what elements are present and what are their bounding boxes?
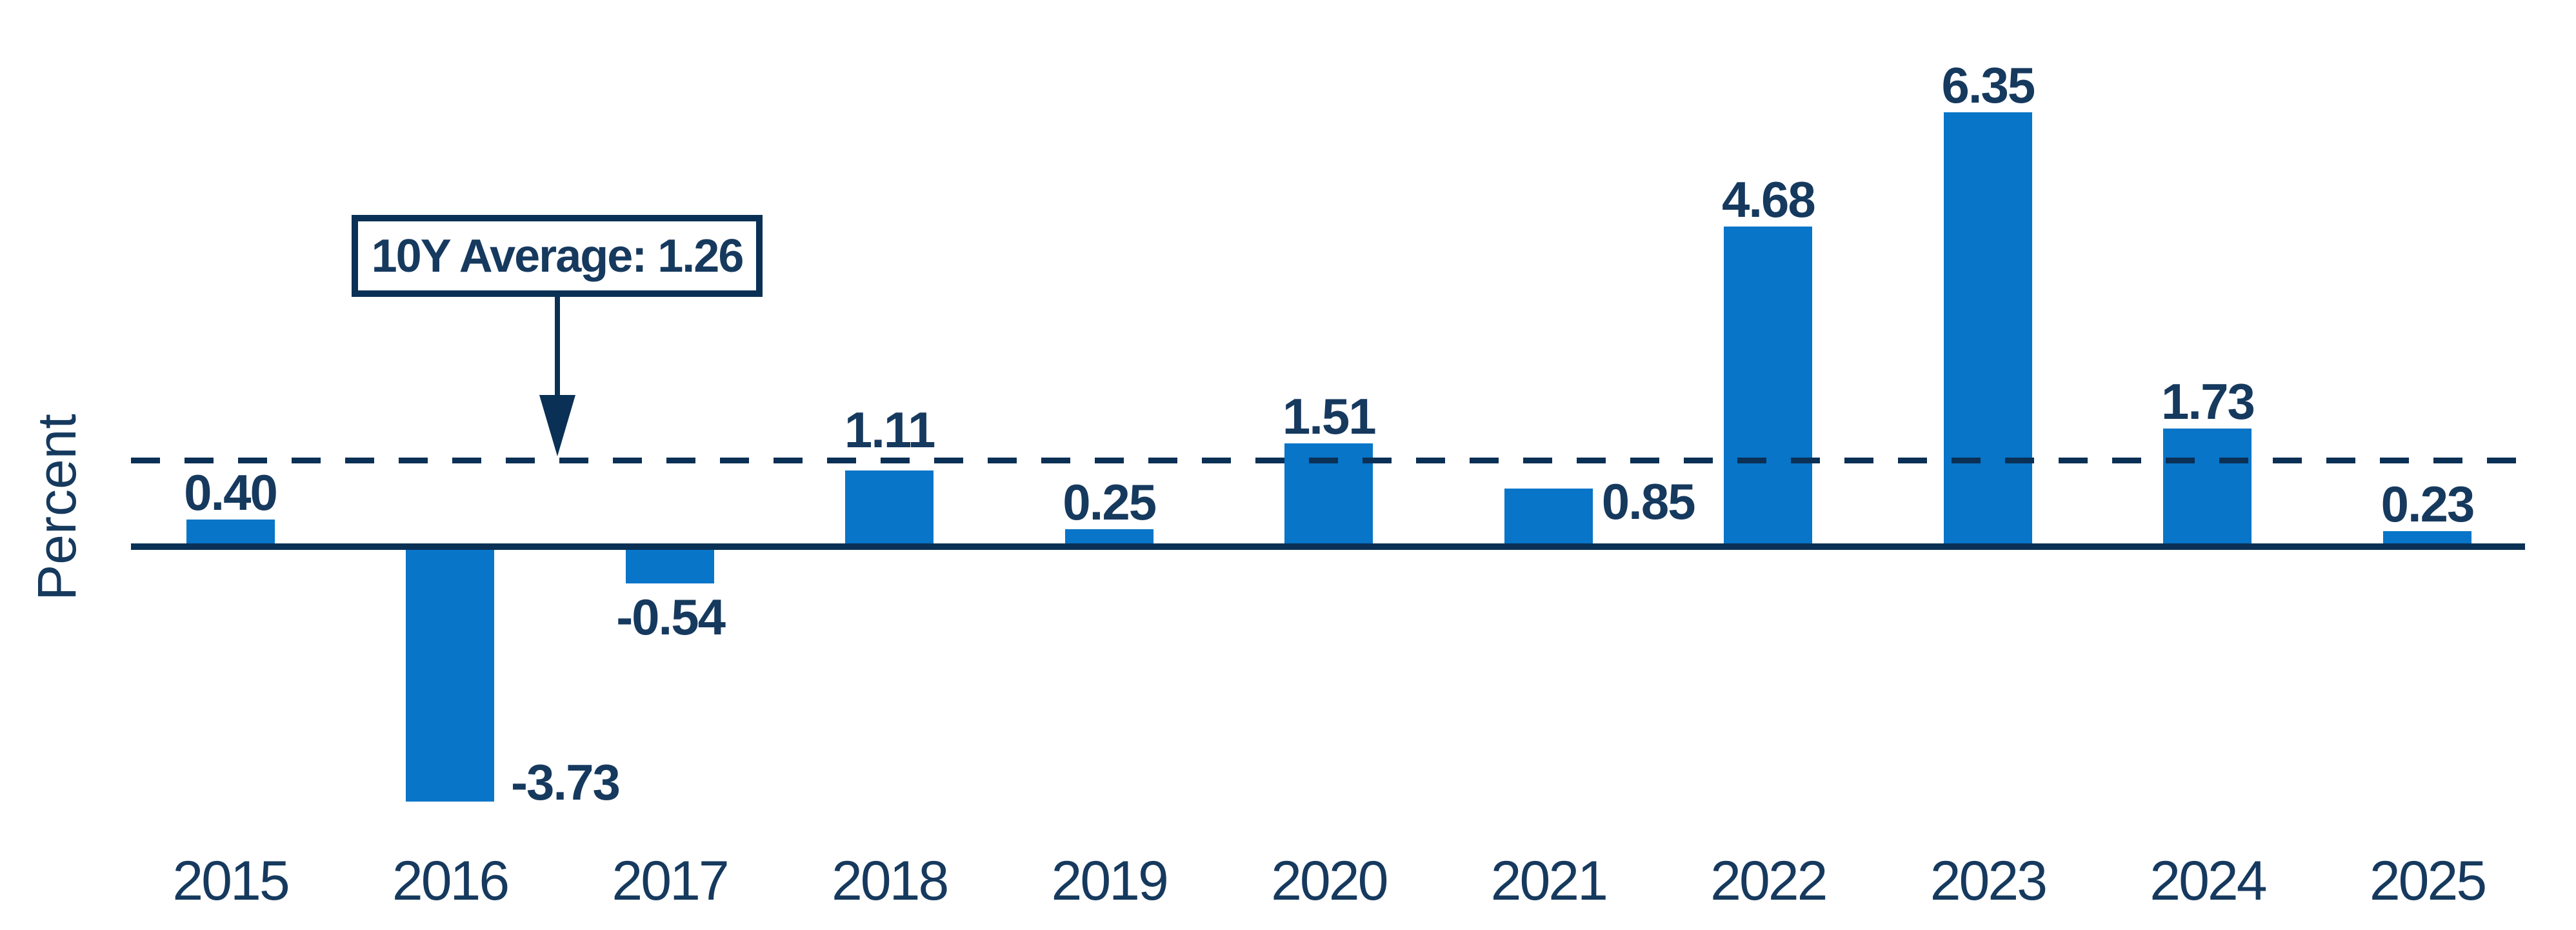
x-tick-label-2016: 2016 bbox=[392, 850, 510, 912]
x-tick-label-2025: 2025 bbox=[2369, 850, 2487, 912]
value-label-2020: 1.51 bbox=[1282, 388, 1377, 445]
x-tick-label-2021: 2021 bbox=[1490, 850, 1608, 912]
value-label-2021: 0.85 bbox=[1601, 473, 1696, 530]
y-axis-label: Percent bbox=[26, 414, 87, 601]
average-annotation-box: 10Y Average: 1.26 bbox=[352, 215, 763, 297]
value-label-2018: 1.11 bbox=[844, 401, 936, 458]
down-arrow-icon bbox=[539, 395, 575, 456]
x-tick-label-2017: 2017 bbox=[612, 850, 729, 912]
bar-2018 bbox=[845, 470, 934, 547]
x-tick-label-2020: 2020 bbox=[1271, 850, 1388, 912]
annotation-arrow-line bbox=[555, 297, 560, 403]
x-tick-label-2019: 2019 bbox=[1051, 850, 1169, 912]
bar-2017 bbox=[626, 547, 714, 583]
x-axis-line bbox=[131, 543, 2525, 550]
x-tick-label-2023: 2023 bbox=[1930, 850, 2048, 912]
bar-2021 bbox=[1504, 489, 1593, 547]
value-label-2025: 0.23 bbox=[2381, 476, 2475, 532]
bar-2015 bbox=[186, 520, 275, 547]
bar-2024 bbox=[2163, 429, 2252, 547]
value-label-2023: 6.35 bbox=[1941, 57, 2035, 114]
bar-2022 bbox=[1724, 227, 1812, 547]
value-label-2019: 0.25 bbox=[1063, 474, 1157, 531]
bar-2016 bbox=[406, 547, 494, 802]
value-label-2022: 4.68 bbox=[1721, 171, 1816, 228]
value-label-2017: -0.54 bbox=[616, 589, 726, 645]
x-tick-label-2015: 2015 bbox=[172, 850, 290, 912]
x-tick-label-2018: 2018 bbox=[831, 850, 949, 912]
value-label-2015: 0.40 bbox=[184, 464, 278, 521]
value-label-2016: -3.73 bbox=[511, 754, 621, 811]
x-tick-label-2024: 2024 bbox=[2150, 850, 2267, 912]
average-annotation-label: 10Y Average: 1.26 bbox=[371, 230, 744, 282]
value-label-2024: 1.73 bbox=[2161, 373, 2255, 430]
x-tick-label-2022: 2022 bbox=[1710, 850, 1828, 912]
average-dashed-line bbox=[131, 458, 2529, 463]
bar-2023 bbox=[1944, 112, 2032, 547]
